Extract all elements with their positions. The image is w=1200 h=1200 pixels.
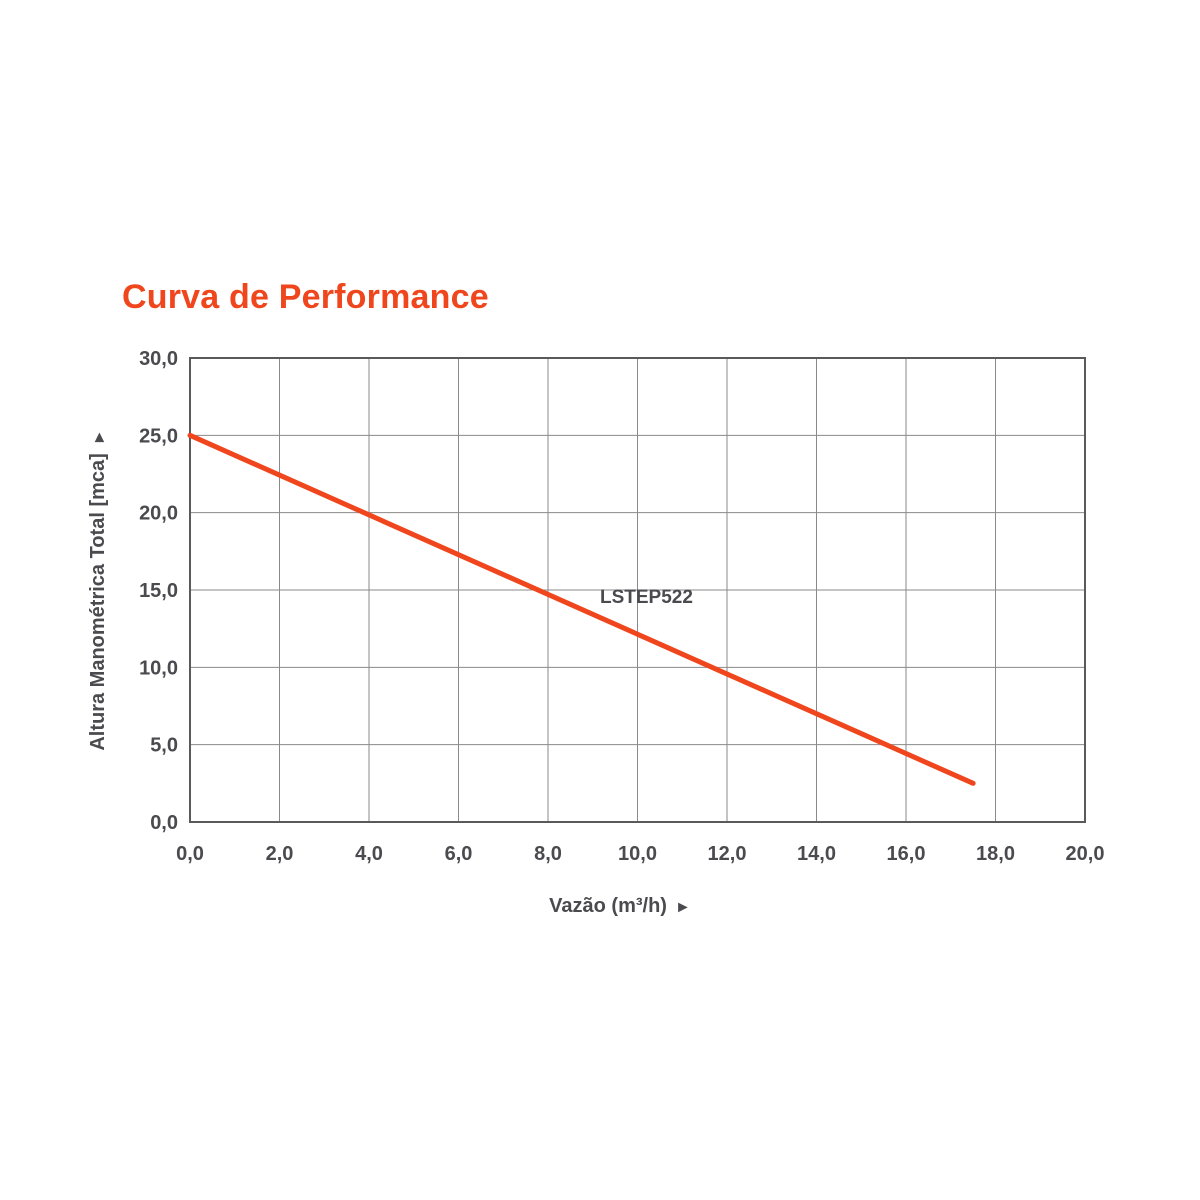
y-tick-label: 30,0 [139,348,178,370]
x-axis-ticks: 0,0 2,0 4,0 6,0 8,0 10,0 12,0 14,0 16,0 18,0 20,0 [176,843,1104,865]
x-tick-label: 20,0 [1066,843,1105,865]
y-axis-ticks: 0,0 5,0 10,0 15,0 20,0 25,0 30,0 [139,348,178,834]
y-tick-label: 10,0 [139,657,178,679]
chart-title: Curva de Performance [122,278,489,316]
series-line [187,432,976,786]
x-axis-title: Vazão (m³/h) ► [549,895,691,917]
y-tick-label: 5,0 [150,735,178,757]
grid [190,358,1085,822]
y-tick-label: 15,0 [139,580,178,602]
x-tick-label: 4,0 [355,843,383,865]
x-tick-label: 8,0 [534,843,562,865]
x-tick-label: 2,0 [266,843,294,865]
series-label: LSTEP522 [600,587,693,608]
x-tick-label: 12,0 [708,843,747,865]
series-group: LSTEP522 [187,432,976,786]
x-tick-label: 0,0 [176,843,204,865]
x-tick-label: 18,0 [976,843,1015,865]
y-axis-title-text: Altura Manométrica Total [mca] [87,453,109,750]
plot-area-frame [189,357,1086,823]
x-axis-title-text: Vazão (m³/h) [549,895,667,917]
y-axis-arrow-icon: ► [91,429,108,445]
y-tick-label: 20,0 [139,503,178,525]
y-axis-title: Altura Manométrica Total [mca] ► [87,429,109,750]
x-tick-label: 10,0 [618,843,657,865]
x-tick-label: 14,0 [797,843,836,865]
y-tick-label: 0,0 [150,812,178,834]
x-axis-arrow-icon: ► [675,899,691,916]
x-tick-label: 6,0 [445,843,473,865]
x-tick-label: 16,0 [887,843,926,865]
y-tick-label: 25,0 [139,425,178,447]
